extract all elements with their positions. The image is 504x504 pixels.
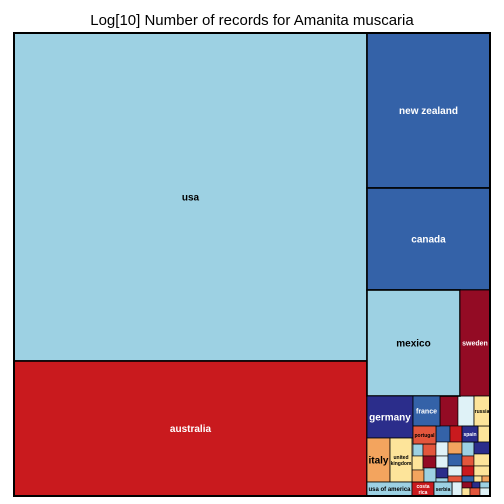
treemap-cell-small bbox=[479, 481, 491, 489]
treemap-cell-small bbox=[461, 481, 473, 489]
treemap-cell-small bbox=[479, 487, 491, 497]
treemap-cell-small bbox=[447, 475, 463, 483]
treemap-cell-small bbox=[461, 487, 471, 497]
treemap-label-france: france bbox=[416, 408, 437, 415]
treemap-cell-small bbox=[435, 467, 449, 479]
treemap-cell-small bbox=[435, 455, 449, 469]
treemap-label-mexico: mexico bbox=[396, 339, 430, 350]
treemap-label-portugal: portugal bbox=[415, 433, 436, 439]
treemap-label-united-kingdom: united kingdom bbox=[391, 455, 412, 467]
treemap-cell-small bbox=[411, 455, 424, 471]
treemap-cell-small bbox=[469, 487, 481, 497]
treemap-cell-small bbox=[435, 425, 451, 443]
treemap-cell-small bbox=[473, 475, 483, 483]
treemap-cell-small bbox=[473, 441, 491, 455]
treemap-cell-small bbox=[473, 465, 491, 477]
treemap-labels: usa australia new zealand canada mexico swede… bbox=[13, 32, 491, 497]
treemap-cell-small bbox=[461, 475, 475, 483]
treemap-label-canada: canada bbox=[411, 235, 446, 246]
treemap-cell-small bbox=[457, 395, 475, 427]
treemap-label-germany: germany bbox=[369, 413, 411, 424]
treemap-label-new-zealand: new zealand bbox=[399, 106, 458, 117]
treemap-cell-portugal bbox=[412, 425, 437, 445]
treemap-label-costa-rica: costa rica bbox=[416, 484, 429, 496]
treemap-cell-spain bbox=[461, 425, 479, 443]
treemap-label-usa: usa bbox=[182, 193, 200, 204]
treemap-label-serbia: serbia bbox=[436, 487, 451, 493]
treemap-cell-small bbox=[461, 465, 475, 477]
treemap-cell-small bbox=[473, 453, 491, 467]
treemap-cell-small bbox=[447, 441, 463, 455]
treemap-cell-small bbox=[435, 441, 449, 457]
treemap-cell-small bbox=[412, 443, 424, 457]
treemap-cell-small bbox=[461, 455, 475, 467]
treemap-cell-germany bbox=[366, 395, 414, 439]
treemap-label-italy: italy bbox=[368, 456, 388, 467]
treemap-cell-small bbox=[447, 465, 463, 477]
treemap-cell-sweden bbox=[459, 289, 491, 397]
treemap-cell-small bbox=[423, 467, 437, 483]
treemap-label-usa-of-america: usa of america bbox=[368, 487, 411, 493]
treemap-cell-small bbox=[461, 441, 475, 457]
treemap-cell-small bbox=[471, 481, 481, 489]
treemap-cell-small bbox=[481, 475, 491, 483]
treemap-cells bbox=[13, 32, 491, 497]
treemap-cell-small bbox=[435, 477, 449, 483]
treemap-cell-small bbox=[451, 481, 463, 497]
treemap-cell-small bbox=[422, 455, 437, 469]
treemap-cell-small bbox=[447, 453, 463, 467]
treemap-label-russia: russia bbox=[475, 409, 490, 415]
treemap-cell-small bbox=[411, 469, 425, 483]
treemap-label-sweden: sweden bbox=[462, 340, 488, 347]
chart-title: Log[10] Number of records for Amanita mu… bbox=[90, 12, 414, 29]
treemap-cell-mexico bbox=[366, 289, 461, 397]
treemap-cell-france bbox=[412, 395, 441, 427]
treemap-cell-small bbox=[439, 395, 459, 427]
treemap-frame bbox=[13, 32, 491, 497]
treemap-label-spain: spain bbox=[463, 432, 476, 438]
treemap-cell-small bbox=[422, 443, 437, 457]
treemap-label-australia: australia bbox=[170, 424, 212, 435]
treemap-cell-small bbox=[477, 425, 491, 443]
treemap-cell-small bbox=[449, 425, 463, 443]
